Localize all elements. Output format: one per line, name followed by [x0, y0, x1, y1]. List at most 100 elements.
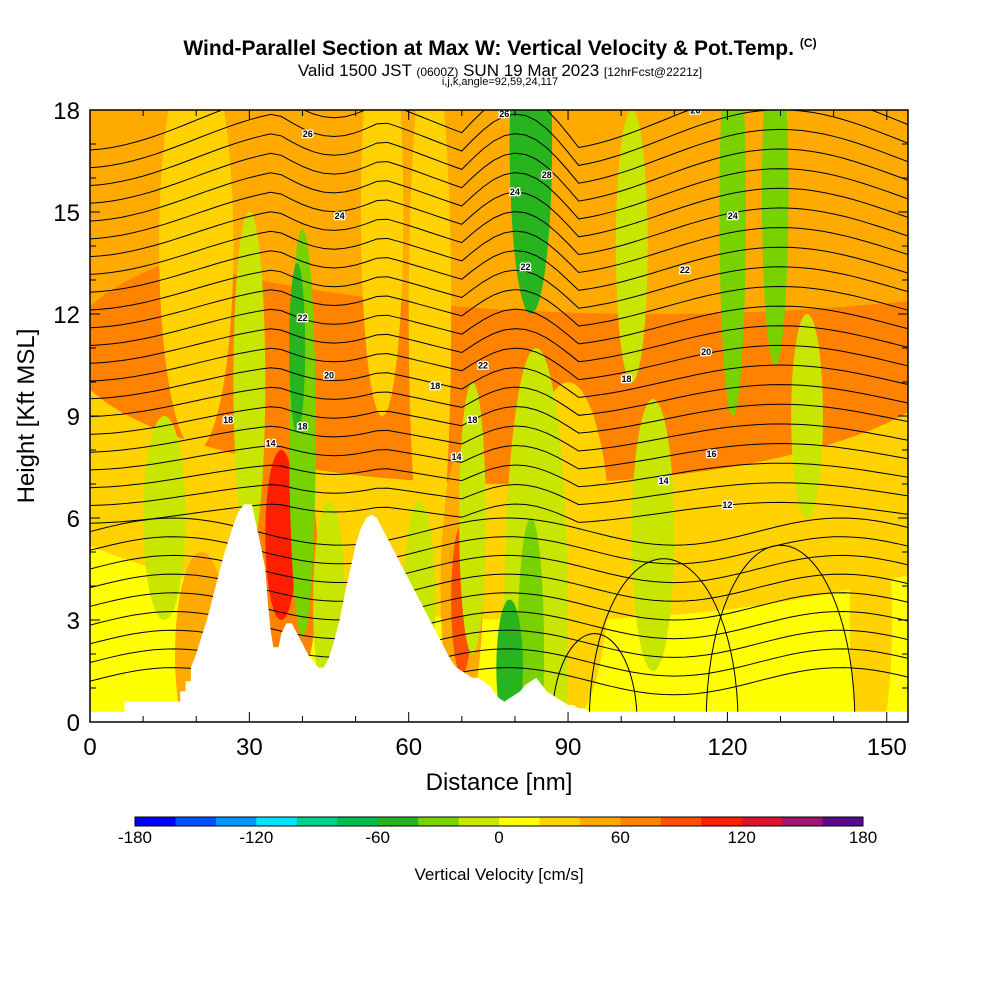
velocity-cell [849, 484, 893, 722]
colorbar-swatch [377, 817, 419, 826]
theta-contour-line [90, 285, 908, 329]
colorbar-tick-label: 0 [494, 828, 503, 847]
theta-contour-line [90, 462, 908, 489]
contour-label: 24 [728, 211, 738, 221]
y-axis-title: Height [Kft MSL] [13, 329, 40, 504]
colorbar-swatch [418, 817, 460, 826]
contour-label: 14 [659, 476, 669, 486]
colorbar-swatch [296, 817, 338, 826]
contour-label: 22 [680, 265, 690, 275]
x-tick-label: 60 [395, 734, 422, 761]
y-tick-label: 12 [53, 302, 80, 329]
theta-contour-line [90, 148, 908, 204]
theta-contour-line [90, 482, 908, 506]
theta-contour-line [90, 442, 908, 471]
subtitle-valid: Valid 1500 JST [297, 61, 412, 80]
contour-label: 18 [297, 422, 307, 432]
velocity-cell [408, 110, 452, 586]
velocity-cell [631, 399, 675, 671]
contour-label: 22 [478, 360, 488, 370]
theta-contour-labels: 28 26 26 26 24 24 24 22 22 22 22 20 20 18 18 18 18 18 16 14… [222, 105, 739, 511]
colorbar-swatch [782, 817, 824, 826]
colorbar-swatch [135, 817, 176, 826]
plot-area: 28 26 26 26 24 24 24 22 22 22 22 20 20 18 18 18 18 18 16 14… [90, 105, 908, 722]
x-tick-label: 120 [707, 734, 747, 761]
theta-contour-line [90, 227, 908, 275]
chart-subtitle: Valid 1500 JST (0600Z) SUN 19 Mar 2023 [… [0, 61, 1000, 81]
title-tag: (C) [799, 36, 817, 50]
subtitle-date: SUN 19 Mar 2023 [463, 61, 600, 80]
theta-contour-line [90, 403, 908, 435]
colorbar-tick-label: -180 [118, 828, 152, 847]
y-tick-label: 0 [67, 710, 80, 737]
velocity-cell [159, 110, 234, 450]
x-axis: 0 30 60 90 120 150 [83, 110, 907, 761]
theta-contour-line [90, 517, 908, 546]
colorbar-swatch [660, 817, 702, 826]
contour-label: 20 [701, 347, 711, 357]
colorbar-tick-label: 120 [727, 828, 755, 847]
contour-label: 18 [621, 374, 631, 384]
velocity-cell [761, 110, 789, 365]
colorbar-tick-label: 60 [611, 828, 630, 847]
velocity-field [90, 110, 908, 722]
theta-contour-line [90, 128, 908, 186]
colorbar-swatch [256, 817, 298, 826]
contour-label: 26 [303, 129, 313, 139]
velocity-cell [289, 263, 306, 433]
subtitle-zulu: (0600Z) [416, 65, 459, 79]
contour-label: 14 [451, 452, 461, 462]
y-tick-label: 15 [53, 200, 80, 227]
y-tick-label: 18 [53, 98, 80, 125]
colorbar-swatch [620, 817, 662, 826]
velocity-cell [360, 110, 404, 416]
theta-contour-line [90, 246, 908, 293]
x-axis-title: Distance [nm] [426, 769, 573, 796]
theta-contour-line [90, 344, 908, 382]
colorbar-swatch [822, 817, 864, 826]
theta-contour-line [90, 187, 908, 240]
theta-contour-line [90, 364, 908, 400]
colorbar-swatch [539, 817, 581, 826]
theta-contour-line [90, 168, 908, 222]
velocity-cell [265, 450, 298, 620]
contour-label: 24 [335, 211, 345, 221]
colorbar-swatch [579, 817, 621, 826]
velocity-cell [90, 110, 908, 314]
colorbar-swatch [175, 817, 217, 826]
terrain-profile [90, 504, 908, 722]
y-tick-label: 3 [67, 608, 80, 635]
colorbar-swatch [701, 817, 743, 826]
theta-contour-line [90, 110, 908, 169]
contour-label: 18 [430, 381, 440, 391]
velocity-cell [233, 212, 266, 552]
velocity-cell [517, 518, 545, 722]
theta-contour-line [90, 384, 908, 418]
colorbar-swatch [741, 817, 783, 826]
chart-params: i,j,k,angle=92,59,24,117 [441, 76, 559, 88]
velocity-cell [719, 110, 746, 416]
x-tick-label: 150 [867, 734, 907, 761]
contour-label: 22 [297, 313, 307, 323]
colorbar-tick-label: 180 [849, 828, 877, 847]
contour-label: 24 [510, 187, 520, 197]
contour-label: 12 [722, 500, 732, 510]
colorbar-frame [134, 816, 864, 827]
colorbar-swatch [458, 817, 500, 826]
theta-contour-line [90, 266, 908, 311]
colorbar-swatch [499, 817, 540, 826]
y-axis: 0 3 6 9 12 15 18 [53, 98, 908, 737]
contour-label: 14 [266, 439, 276, 449]
subtitle-forecast: [12hrFcst@2221z] [603, 65, 703, 79]
contour-label: 18 [223, 415, 233, 425]
chart-title: Wind-Parallel Section at Max W: Vertical… [0, 36, 1000, 61]
x-tick-label: 0 [83, 734, 96, 761]
theta-contour-line [705, 544, 856, 722]
contour-label: 20 [324, 371, 334, 381]
contour-label: 26 [691, 105, 701, 115]
contour-label: 22 [521, 262, 531, 272]
contour-label: 26 [499, 109, 509, 119]
y-tick-label: 6 [67, 506, 80, 533]
